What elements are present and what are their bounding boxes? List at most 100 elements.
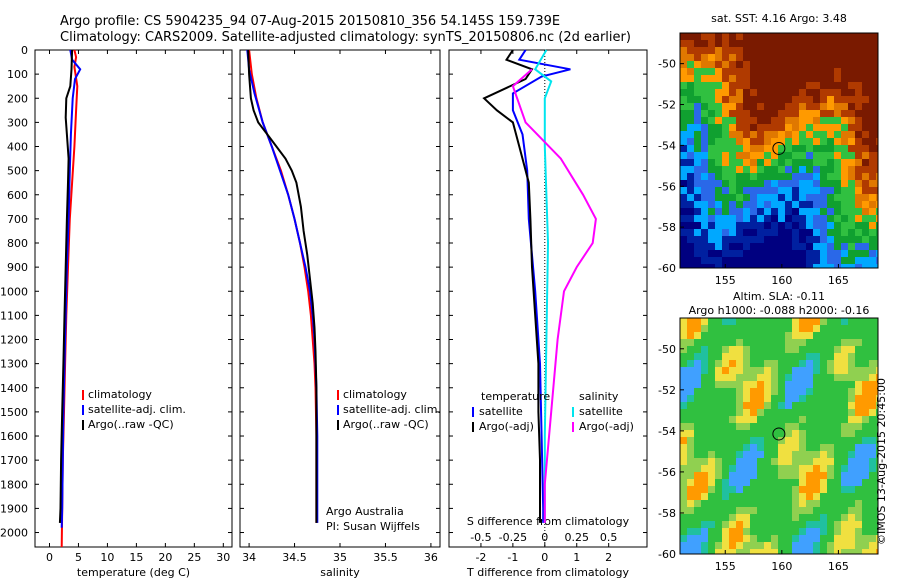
sst-map-cell: [708, 152, 715, 159]
sst-map-cell: [799, 201, 806, 208]
sla-map-cell: [778, 430, 785, 437]
sla-map-cell: [722, 374, 729, 381]
sst-map-cell: [708, 208, 715, 215]
sla-map-cell: [750, 423, 757, 430]
sst-map-cell: [806, 75, 813, 82]
sst-map-cell: [771, 82, 778, 89]
sla-map-cell: [729, 402, 736, 409]
sst-map-cell: [680, 138, 687, 145]
sla-map-cell: [701, 332, 708, 339]
sst-map-cell: [729, 54, 736, 61]
sst-map-cell: [841, 131, 848, 138]
sst-map-cell: [834, 229, 841, 236]
sst-map-cell: [743, 33, 750, 40]
sst-map-cell: [764, 187, 771, 194]
x-tick-label: 0: [541, 551, 548, 564]
sla-map-cell: [869, 437, 876, 444]
sla-map-cell: [764, 332, 771, 339]
sst-map-cell: [806, 138, 813, 145]
sst-map-cell: [743, 75, 750, 82]
sla-map-cell: [736, 318, 743, 325]
sst-map-cell: [771, 257, 778, 264]
sst-map-cell: [855, 166, 862, 173]
sla-map-cell: [687, 360, 694, 367]
sst-map-cell: [785, 145, 792, 152]
sst-map-cell: [820, 152, 827, 159]
sst-map-cell: [729, 124, 736, 131]
sla-map-cell: [694, 500, 701, 507]
sst-map-cell: [736, 40, 743, 47]
sst-map-cell: [680, 180, 687, 187]
sst-map-cell: [841, 103, 848, 110]
sla-map-cell: [694, 528, 701, 535]
sla-map-cell: [750, 479, 757, 486]
sst-map-cell: [876, 145, 878, 152]
sla-map-cell: [841, 528, 848, 535]
sst-map-cell: [848, 243, 855, 250]
sst-map-cell: [799, 215, 806, 222]
sla-map-cell: [876, 353, 878, 360]
sla-map-cell: [834, 549, 841, 554]
sla-map-cell: [701, 465, 708, 472]
sla-map-cell: [771, 451, 778, 458]
sst-map-cell: [778, 131, 785, 138]
sst-map-cell: [813, 82, 820, 89]
profile-layer: 0100200300400500600700800900100011001200…: [0, 44, 648, 579]
sst-map-cell: [848, 47, 855, 54]
sla-map-cell: [813, 465, 820, 472]
sst-map-cell: [785, 117, 792, 124]
sst-map-cell: [869, 243, 876, 250]
sla-map-cell: [687, 542, 694, 549]
sst-map-cell: [708, 222, 715, 229]
sst-map-cell: [715, 54, 722, 61]
sst-map-cell: [743, 222, 750, 229]
sst-map-cell: [687, 131, 694, 138]
sst-map-cell: [799, 236, 806, 243]
sst-map-cell: [876, 152, 878, 159]
sla-map-cell: [736, 549, 743, 554]
sst-map-cell: [750, 250, 757, 257]
sla-map-cell: [694, 409, 701, 416]
sla-map-cell: [813, 500, 820, 507]
sla-map-cell: [694, 360, 701, 367]
sst-map-cell: [715, 222, 722, 229]
sst-map-cell: [827, 138, 834, 145]
depth-tick-label: 1800: [0, 478, 28, 491]
sla-map-cell: [785, 381, 792, 388]
sst-map-cell: [841, 40, 848, 47]
sla-map-cell: [729, 332, 736, 339]
sla-map-cell: [694, 535, 701, 542]
sla-map-cell: [876, 535, 878, 542]
sst-map-cell: [722, 187, 729, 194]
sla-map-cell: [785, 479, 792, 486]
sst-map-cell: [764, 103, 771, 110]
sla-map-frame: [679, 317, 879, 555]
sst-map-cell: [687, 68, 694, 75]
sst-map-cell: [757, 89, 764, 96]
sst-map-cell: [792, 82, 799, 89]
sst-map-cell: [785, 180, 792, 187]
sla-map-cell: [813, 346, 820, 353]
sla-map-cell: [715, 360, 722, 367]
sla-map-cell: [799, 318, 806, 325]
sst-map-cell: [715, 75, 722, 82]
sst-map-cell: [764, 215, 771, 222]
sst-map-cell: [729, 131, 736, 138]
sla-map-cell: [827, 388, 834, 395]
sla-map-cell: [757, 430, 764, 437]
sla-map-cell: [771, 444, 778, 451]
sla-map-cell: [827, 458, 834, 465]
sst-map-cell: [701, 47, 708, 54]
sst-map-cell: [708, 201, 715, 208]
sst-map-cell: [799, 264, 806, 268]
sla-map-cell: [862, 332, 869, 339]
sst-map-cell: [806, 124, 813, 131]
sla-map-cell: [862, 367, 869, 374]
sst-map-cell: [736, 264, 743, 268]
sla-map-cell: [827, 416, 834, 423]
sst-map-cell: [806, 243, 813, 250]
sst-map-cell: [799, 250, 806, 257]
sst-map-cell: [743, 201, 750, 208]
sst-map-cell: [785, 103, 792, 110]
sla-map-cell: [855, 339, 862, 346]
